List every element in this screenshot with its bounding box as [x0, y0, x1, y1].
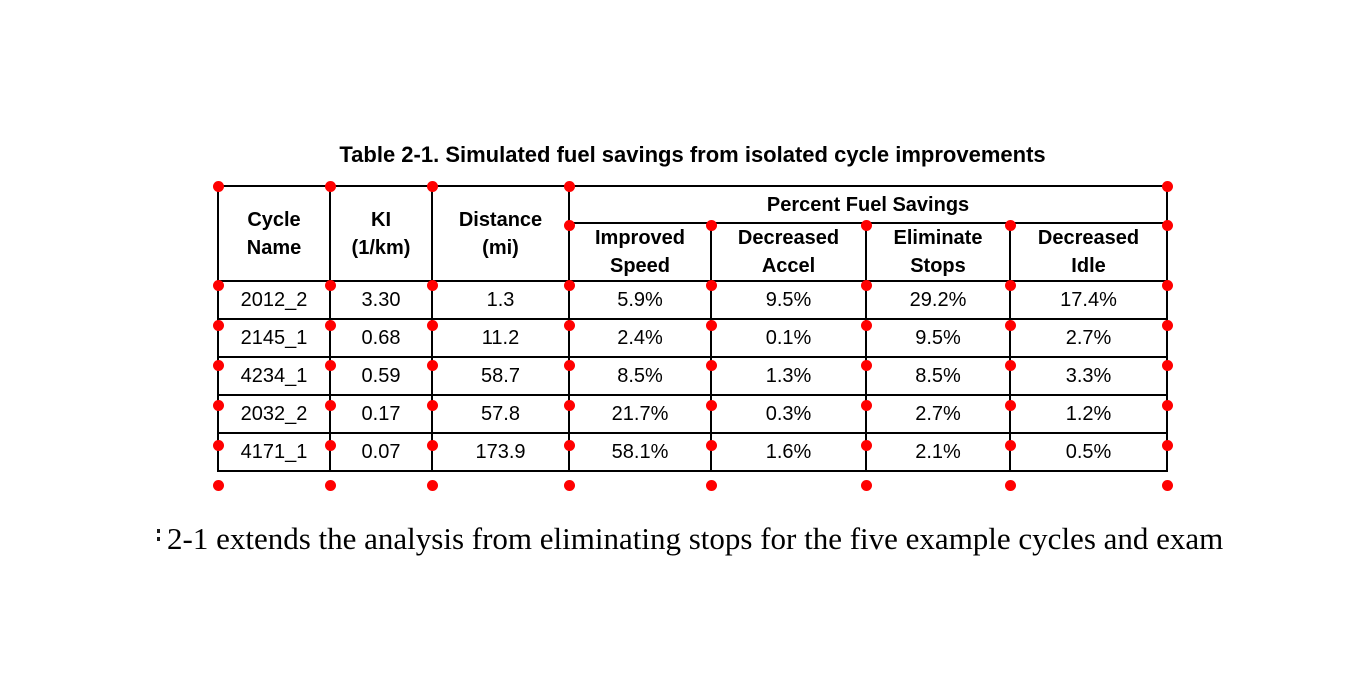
- cell-distance: 57.8: [431, 394, 570, 434]
- cell-decreased-idle: 1.2%: [1008, 394, 1169, 434]
- cell-distance: 11.2: [431, 318, 570, 358]
- col-group-header-percent-fuel-savings: Percent Fuel Savings: [567, 185, 1169, 224]
- table-row: 2032_2 0.17 57.8 21.7% 0.3% 2.7% 1.2%: [217, 394, 1169, 434]
- table-row: 2145_1 0.68 11.2 2.4% 0.1% 9.5% 2.7%: [217, 318, 1169, 358]
- grid-annotation-dot: [426, 479, 438, 491]
- cell-improved-speed: 21.7%: [568, 394, 712, 434]
- table-grid: Cycle Name KI (1/km) Distance (mi) Perce…: [217, 185, 1169, 472]
- col-header-decreased-accel: Decreased Accel: [710, 222, 867, 282]
- cell-cycle-name: 4234_1: [217, 356, 331, 396]
- cell-decreased-idle: 0.5%: [1008, 432, 1169, 472]
- cell-eliminate-stops: 29.2%: [865, 280, 1011, 320]
- cell-decreased-accel: 1.6%: [710, 432, 867, 472]
- cell-eliminate-stops: 8.5%: [865, 356, 1011, 396]
- clipped-text-fragment: [157, 537, 160, 541]
- table-row: 4234_1 0.59 58.7 8.5% 1.3% 8.5% 3.3%: [217, 356, 1169, 396]
- cell-cycle-name: 4171_1: [217, 432, 331, 472]
- cell-improved-speed: 5.9%: [568, 280, 712, 320]
- fuel-savings-table: Cycle Name KI (1/km) Distance (mi) Perce…: [217, 185, 1169, 472]
- cell-eliminate-stops: 9.5%: [865, 318, 1011, 358]
- cell-decreased-accel: 9.5%: [710, 280, 867, 320]
- cell-decreased-idle: 3.3%: [1008, 356, 1169, 396]
- body-paragraph: 2-1 extends the analysis from eliminatin…: [167, 521, 1224, 556]
- cell-ki: 0.68: [329, 318, 433, 358]
- cell-cycle-name: 2145_1: [217, 318, 331, 358]
- cell-improved-speed: 2.4%: [568, 318, 712, 358]
- cell-improved-speed: 58.1%: [568, 432, 712, 472]
- cell-ki: 0.07: [329, 432, 433, 472]
- col-header-cycle-name: Cycle Name: [217, 185, 331, 282]
- grid-annotation-dot: [1004, 479, 1016, 491]
- col-header-ki: KI (1/km): [329, 185, 433, 282]
- cell-ki: 0.59: [329, 356, 433, 396]
- grid-annotation-dot: [563, 479, 575, 491]
- cell-ki: 3.30: [329, 280, 433, 320]
- cell-decreased-accel: 1.3%: [710, 356, 867, 396]
- cell-distance: 173.9: [431, 432, 570, 472]
- cell-eliminate-stops: 2.7%: [865, 394, 1011, 434]
- cell-ki: 0.17: [329, 394, 433, 434]
- table-caption: Table 2-1. Simulated fuel savings from i…: [339, 142, 1046, 167]
- clipped-text-fragment: [157, 529, 160, 533]
- cell-decreased-idle: 2.7%: [1008, 318, 1169, 358]
- cell-distance: 58.7: [431, 356, 570, 396]
- cell-decreased-accel: 0.1%: [710, 318, 867, 358]
- cell-cycle-name: 2012_2: [217, 280, 331, 320]
- grid-annotation-dot: [860, 479, 872, 491]
- cell-decreased-accel: 0.3%: [710, 394, 867, 434]
- col-header-eliminate-stops: Eliminate Stops: [865, 222, 1011, 282]
- grid-annotation-dot: [212, 479, 224, 491]
- table-header-row-2: Improved Speed Decreased Accel Eliminate…: [218, 222, 1169, 282]
- grid-annotation-dot: [1161, 479, 1173, 491]
- cell-eliminate-stops: 2.1%: [865, 432, 1011, 472]
- grid-annotation-dot: [324, 479, 336, 491]
- cell-improved-speed: 8.5%: [568, 356, 712, 396]
- table-row: 4171_1 0.07 173.9 58.1% 1.6% 2.1% 0.5%: [217, 432, 1169, 472]
- table-header-row-1: Cycle Name KI (1/km) Distance (mi) Perce…: [217, 185, 1169, 282]
- cell-cycle-name: 2032_2: [217, 394, 331, 434]
- col-header-distance: Distance (mi): [431, 185, 570, 282]
- col-header-improved-speed: Improved Speed: [568, 222, 712, 282]
- table-row: 2012_2 3.30 1.3 5.9% 9.5% 29.2% 17.4%: [217, 280, 1169, 320]
- cell-decreased-idle: 17.4%: [1008, 280, 1169, 320]
- col-header-decreased-idle: Decreased Idle: [1008, 222, 1169, 282]
- cell-distance: 1.3: [431, 280, 570, 320]
- grid-annotation-dot: [705, 479, 717, 491]
